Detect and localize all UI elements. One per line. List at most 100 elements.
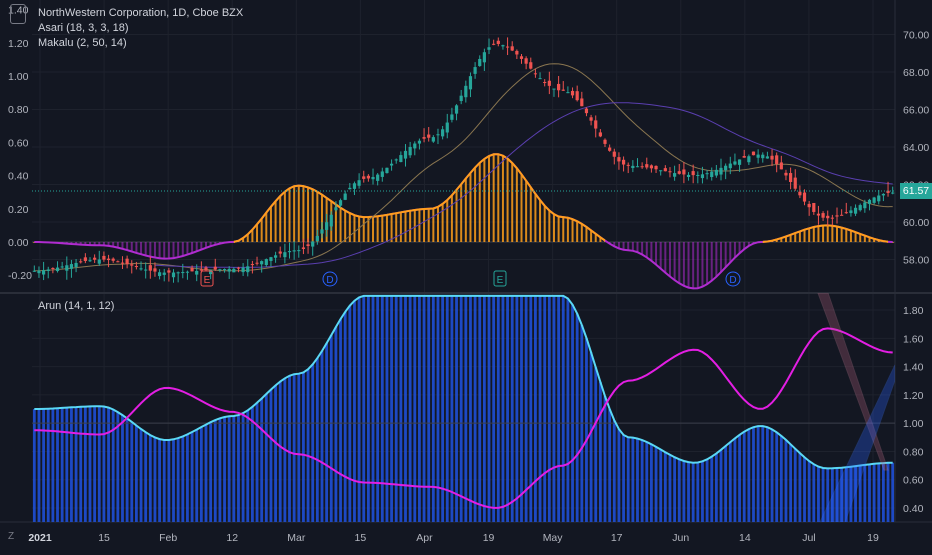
legend-arun[interactable]: Arun (14, 1, 12): [38, 300, 115, 312]
arun-bar: [65, 407, 69, 522]
arun-bar: [144, 432, 148, 522]
arun-bar: [779, 435, 783, 522]
candle-body: [292, 250, 296, 252]
oscillator-bar: [404, 211, 407, 242]
arun-bar: [766, 427, 769, 522]
oscillator-bar: [339, 207, 342, 242]
arun-bar: [742, 431, 746, 522]
candle-body: [338, 200, 343, 206]
candle-body: [167, 270, 171, 273]
arun-bar: [835, 468, 839, 522]
dividend-marker-icon: [322, 271, 338, 287]
candle-body: [668, 171, 672, 173]
candle-body: [793, 177, 797, 189]
oscillator-bar: [464, 178, 467, 242]
arun-bar: [719, 449, 723, 522]
oscillator-bar: [859, 233, 862, 242]
candle-body: [171, 272, 176, 278]
candle-body: [334, 207, 338, 211]
arun-bar: [557, 295, 561, 522]
arun-bar: [594, 367, 598, 522]
candle-body: [246, 266, 250, 273]
arun-bar: [302, 372, 305, 522]
oscillator-bar: [102, 242, 105, 246]
candle-body: [867, 199, 872, 204]
scale-toggle-icon[interactable]: [10, 4, 26, 24]
arun-bar: [32, 409, 36, 522]
symbol-title[interactable]: NorthWestern Corporation, 1D, Cboe BZX: [38, 7, 244, 19]
oscillator-bar: [446, 199, 449, 242]
candle-body: [403, 150, 408, 159]
oscillator-bar: [831, 225, 834, 242]
arun-bar: [487, 295, 491, 522]
candle-body: [273, 255, 278, 258]
candle-body: [478, 58, 482, 67]
oscillator-bar: [121, 242, 124, 249]
arun-bar: [645, 442, 649, 522]
oscillator-bar: [191, 242, 194, 254]
oscillator-bar: [775, 239, 778, 242]
candle-body: [765, 156, 770, 159]
candle-body: [148, 265, 152, 271]
arun-bar: [241, 413, 245, 522]
arun-bar: [654, 446, 658, 522]
candle-body: [79, 261, 83, 263]
candle-body: [468, 76, 473, 90]
last-price-tag: 61.57: [900, 183, 932, 199]
candle-body: [74, 262, 78, 267]
oscillator-histogram: [33, 154, 894, 289]
candle-body: [635, 166, 640, 168]
arun-bar: [37, 408, 41, 522]
legend-asari[interactable]: Asari (18, 3, 3, 18): [38, 22, 129, 34]
arun-bar: [538, 295, 542, 522]
oscillator-bar: [107, 242, 110, 246]
candle-body: [742, 155, 746, 158]
oscillator-bar: [868, 237, 871, 242]
arun-bar: [696, 462, 700, 522]
candle-body: [195, 270, 199, 275]
oscillator-bar: [552, 214, 555, 242]
candle-body: [283, 252, 287, 258]
arun-bar: [566, 298, 570, 522]
oscillator-bar: [515, 168, 518, 242]
candle-body: [612, 151, 616, 157]
event-marker-label: E: [497, 275, 504, 286]
candle-body: [891, 192, 895, 194]
oscillator-bar: [418, 209, 421, 242]
arun-bar: [482, 295, 486, 522]
oscillator-bar: [140, 242, 143, 255]
candle-body: [102, 255, 106, 260]
arun-bar: [803, 457, 806, 522]
legend-makalu[interactable]: Makalu (2, 50, 14): [38, 37, 127, 49]
oscillator-bar: [153, 242, 156, 258]
oscillator-bar: [729, 242, 732, 263]
time-tick-label: 19: [483, 532, 495, 544]
oscillator-bar: [488, 155, 491, 242]
oscillator-bar: [715, 242, 718, 277]
arun-bar: [116, 412, 120, 522]
oscillator-bar: [873, 238, 876, 242]
arun-bar: [705, 459, 709, 522]
oscillator-bar: [251, 229, 254, 242]
arun-bar: [158, 439, 161, 522]
candle-body: [561, 89, 565, 91]
arun-bar: [292, 374, 296, 522]
arun-bar: [223, 417, 226, 522]
arun-bar: [473, 295, 477, 522]
arun-bar: [418, 295, 421, 522]
candle-body: [566, 92, 570, 94]
oscillator-bar: [158, 242, 161, 259]
arun-bar: [237, 415, 240, 522]
event-marker-label: D: [326, 275, 333, 286]
candle-body: [464, 85, 468, 98]
arun-bar: [714, 453, 718, 522]
timezone-corner-label[interactable]: Z: [8, 531, 15, 542]
oscillator-bar: [724, 242, 727, 268]
candle-body: [807, 203, 811, 208]
oscillator-bar: [808, 228, 811, 242]
candle-body: [719, 167, 723, 175]
arun-bar: [436, 295, 440, 522]
oscillator-bar: [376, 216, 379, 242]
arun-bar: [756, 426, 760, 522]
arun-bar: [190, 432, 194, 522]
